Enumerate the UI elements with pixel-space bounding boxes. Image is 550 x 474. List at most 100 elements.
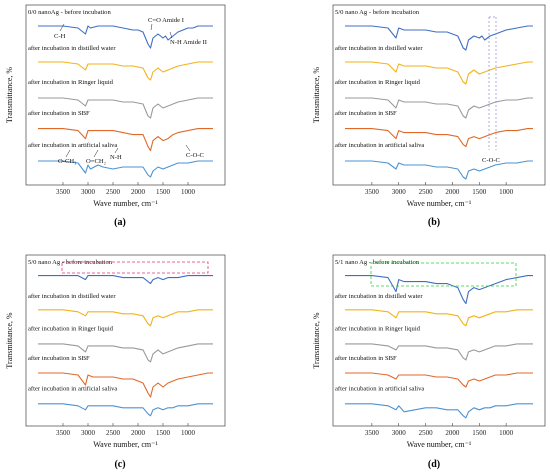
highlight-box <box>370 262 517 287</box>
series-label: after incubation in artificial saliva <box>335 142 424 149</box>
plot-frame <box>25 254 226 427</box>
chart-panel-3: 3500 3000 2500 2000 1500 1000 Wave number, cm⁻… <box>5 254 226 470</box>
x-tick-label: 3500 <box>56 188 71 196</box>
series-line <box>345 61 533 85</box>
annotation-och3: O-CH₃ <box>58 158 76 165</box>
x-tick-label: 1000 <box>499 429 514 437</box>
series-label: after incubation in Ringer liquid <box>28 79 114 86</box>
series-label: after incubation in distilled water <box>335 293 423 300</box>
x-tick-label: 1000 <box>181 429 196 437</box>
annotation-coc: C-O-C <box>482 157 501 164</box>
series-label: after incubation in distilled water <box>28 293 116 300</box>
series-line <box>345 97 533 119</box>
x-tick-label: 1000 <box>499 188 514 196</box>
x-tick-label: 2500 <box>419 188 434 196</box>
annotation-arrow <box>114 147 119 154</box>
y-axis-label: Transmittance, % <box>5 312 14 368</box>
series-line <box>38 61 213 81</box>
x-tick-label: 3500 <box>365 188 380 196</box>
series-label: after incubation in SBF <box>335 110 397 117</box>
annotation-arrow <box>93 149 99 158</box>
series-line <box>345 403 533 419</box>
series-line <box>345 372 533 388</box>
x-tick-label: 2500 <box>106 188 121 196</box>
x-tick-label: 1000 <box>181 188 196 196</box>
series-line <box>38 403 213 417</box>
x-tick-label: 2500 <box>419 429 434 437</box>
series-label: 5/1 nano Ag - before incubation <box>335 259 420 266</box>
x-tick-label: 1500 <box>156 188 171 196</box>
series-label: after incubation in artificial saliva <box>335 386 424 393</box>
series-label: after incubation in SBF <box>28 355 90 362</box>
series-line <box>345 25 533 51</box>
series-line <box>38 128 213 152</box>
plot-frame <box>25 4 226 186</box>
chart-panel-2: 3500 3000 2500 2000 1500 1000 Wave number, cm⁻… <box>312 4 546 228</box>
series-line <box>38 343 213 363</box>
panel-label: (b) <box>428 217 440 228</box>
x-tick-label: 2000 <box>445 188 460 196</box>
series-label: after incubation in distilled water <box>28 45 116 52</box>
panel-label: (a) <box>114 217 126 228</box>
series-label: 5/0 nano Ag - before incubation <box>28 259 113 266</box>
series-label: after incubation in distilled water <box>335 45 423 52</box>
series-line <box>345 160 533 180</box>
x-tick-label: 2000 <box>131 429 146 437</box>
y-axis-label: Transmittance, % <box>312 312 321 368</box>
series-line <box>345 343 533 361</box>
annotation-och2: O=CH₂ <box>86 158 106 165</box>
series-label: 0/0 nanoAg - before incubation <box>28 9 111 16</box>
x-tick-label: 3000 <box>392 429 407 437</box>
series-label: after incubation in Ringer liquid <box>28 326 114 333</box>
annotation-coc: C-O-C <box>186 152 205 159</box>
y-axis-label: Transmittance, % <box>5 67 14 123</box>
x-tick-label: 3000 <box>81 429 96 437</box>
chart-panel-1: 3500 3000 2500 2000 1500 1000 Wave number, cm⁻… <box>5 4 226 228</box>
series-line <box>38 372 213 398</box>
chart-panel-4: 3500 3000 2500 2000 1500 1000 Wave number, cm⁻… <box>312 254 546 470</box>
y-axis-label: Transmittance, % <box>312 67 321 123</box>
x-axis-label: Wave number, cm⁻¹ <box>407 199 472 208</box>
annotation-arrow <box>59 23 65 32</box>
plot-frame <box>332 254 546 427</box>
annotation-amide-ii: N-H Amide II <box>170 39 207 46</box>
panel-label: (c) <box>114 459 125 470</box>
x-axis-label: Wave number, cm⁻¹ <box>93 440 158 449</box>
annotation-arrow <box>65 149 71 158</box>
series-label: after incubation in SBF <box>335 355 397 362</box>
annotation-amide-i: C=O Amide I <box>148 17 184 24</box>
series-line <box>38 25 213 49</box>
x-tick-label: 1500 <box>472 188 487 196</box>
annotation-ch: C-H <box>54 33 66 40</box>
x-tick-label: 3500 <box>365 429 380 437</box>
series-line <box>38 160 213 178</box>
series-line <box>38 309 213 327</box>
annotation-nh: N-H <box>110 154 122 161</box>
x-tick-label: 1500 <box>472 429 487 437</box>
annotation-arrow <box>150 23 153 31</box>
annotation-arrow <box>169 31 173 39</box>
series-label: 5/0 nano Ag - before incubation <box>335 9 420 16</box>
series-line <box>345 309 533 327</box>
x-tick-label: 1500 <box>156 429 171 437</box>
series-line <box>38 275 213 285</box>
x-tick-label: 2500 <box>106 429 121 437</box>
x-tick-label: 3000 <box>81 188 96 196</box>
x-axis-label: Wave number, cm⁻¹ <box>93 199 158 208</box>
series-label: after incubation in SBF <box>28 110 90 117</box>
x-axis-label: Wave number, cm⁻¹ <box>407 440 472 449</box>
highlight-box <box>61 261 209 274</box>
x-tick-label: 3500 <box>56 429 71 437</box>
series-line <box>345 128 533 148</box>
series-label: after incubation in artificial saliva <box>28 142 117 149</box>
x-tick-label: 2000 <box>445 429 460 437</box>
x-tick-label: 3000 <box>392 188 407 196</box>
annotation-arrow <box>185 144 191 152</box>
series-label: after incubation in Ringer liquid <box>335 326 421 333</box>
x-tick-label: 2000 <box>131 188 146 196</box>
series-label: after incubation in artificial saliva <box>28 386 117 393</box>
series-label: after incubation in Ringer liquid <box>335 79 421 86</box>
plot-frame <box>332 4 546 186</box>
series-line <box>38 97 213 119</box>
